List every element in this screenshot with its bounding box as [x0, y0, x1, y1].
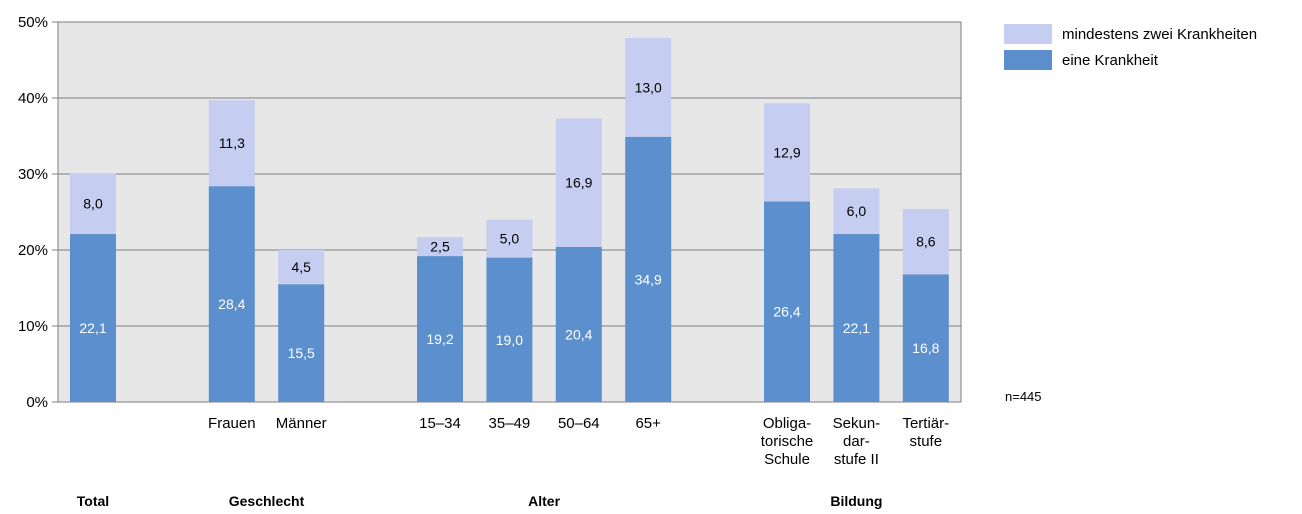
data-label-eine-krankheit: 34,9 [635, 271, 662, 287]
bars: 22,1 8,0 28,4 11,3 15,5 4,5 19,2 2,5 19,0 5,0 20,4… [70, 37, 949, 402]
data-label-eine-krankheit: 22,1 [79, 320, 106, 336]
y-tick-label: 30% [18, 166, 48, 183]
x-category-label: dar- [843, 433, 870, 450]
x-group-label: Total [77, 493, 109, 509]
bar-mindestens-zwei-krankheiten [278, 250, 325, 285]
x-group-label: Alter [528, 493, 560, 509]
data-label-mindestens-zwei: 11,3 [219, 135, 245, 151]
data-label-mindestens-zwei: 13,0 [635, 79, 662, 95]
data-label-eine-krankheit: 16,8 [912, 340, 939, 356]
legend-swatch [1004, 24, 1052, 44]
x-group-label: Geschlecht [229, 493, 305, 509]
y-tick-label: 0% [26, 394, 48, 411]
bar-eine-krankheit [625, 136, 672, 402]
x-category-label: stufe II [834, 451, 879, 468]
bar-eine-krankheit [208, 186, 255, 402]
bar-eine-krankheit [486, 257, 533, 402]
data-label-eine-krankheit: 20,4 [565, 326, 592, 342]
x-category-label: Frauen [208, 415, 256, 432]
data-label-eine-krankheit: 22,1 [843, 320, 870, 336]
bar-eine-krankheit [555, 246, 602, 402]
y-tick-label: 50% [18, 14, 48, 31]
x-category-label: torische [761, 433, 814, 450]
bar-mindestens-zwei-krankheiten [417, 237, 463, 257]
y-tick-label: 10% [18, 318, 48, 335]
data-label-mindestens-zwei: 2,5 [430, 239, 450, 255]
x-category-label: Schule [764, 451, 810, 468]
bar-mindestens-zwei-krankheiten [764, 103, 810, 202]
data-label-mindestens-zwei: 8,6 [916, 234, 936, 250]
bar-mindestens-zwei-krankheiten [486, 219, 533, 258]
y-axis: 0% 10% 20% 30% 40% 50% [18, 14, 58, 411]
data-label-eine-krankheit: 19,0 [496, 332, 523, 348]
y-tick-label: 20% [18, 242, 48, 259]
data-label-eine-krankheit: 19,2 [426, 331, 453, 347]
x-category-label: Männer [276, 415, 327, 432]
bar-eine-krankheit [833, 234, 880, 402]
legend-label: mindestens zwei Krankheiten [1062, 26, 1257, 43]
bar-mindestens-zwei-krankheiten [555, 118, 602, 247]
x-group-label: Bildung [830, 493, 882, 509]
data-label-mindestens-zwei: 5,0 [500, 231, 520, 247]
sample-size-note: n=445 [1005, 389, 1042, 404]
data-label-mindestens-zwei: 6,0 [847, 203, 867, 219]
data-label-eine-krankheit: 28,4 [218, 296, 245, 312]
x-category-label: 50–64 [558, 415, 600, 432]
bar-eine-krankheit [70, 234, 116, 402]
x-category-label: stufe [910, 433, 943, 450]
x-category-label: 35–49 [489, 415, 531, 432]
x-category-label: 15–34 [419, 415, 461, 432]
bar-mindestens-zwei-krankheiten [902, 208, 949, 275]
bar-eine-krankheit [764, 201, 810, 402]
x-category-label: Obliga- [763, 415, 811, 432]
data-label-eine-krankheit: 26,4 [773, 304, 800, 320]
bar-eine-krankheit [278, 284, 325, 402]
bar-eine-krankheit [902, 274, 949, 402]
x-axis: Frauen Männer 15–34 35–49 50–64 65+ Obliga-tor… [77, 415, 949, 509]
bar-mindestens-zwei-krankheiten [208, 100, 255, 187]
data-label-eine-krankheit: 15,5 [288, 345, 315, 361]
x-category-label: 65+ [635, 415, 661, 432]
bar-eine-krankheit [417, 256, 463, 402]
data-label-mindestens-zwei: 4,5 [291, 259, 311, 275]
data-label-mindestens-zwei: 12,9 [773, 144, 800, 160]
data-label-mindestens-zwei: 16,9 [565, 175, 592, 191]
bar-mindestens-zwei-krankheiten [70, 173, 116, 235]
bar-mindestens-zwei-krankheiten [833, 188, 880, 235]
legend-swatch [1004, 50, 1052, 70]
legend-label: eine Krankheit [1062, 52, 1159, 69]
x-category-label: Tertiär- [902, 415, 949, 432]
x-category-label: Sekun- [833, 415, 881, 432]
y-tick-label: 40% [18, 90, 48, 107]
data-label-mindestens-zwei: 8,0 [83, 196, 103, 212]
legend: mindestens zwei Krankheiten eine Krankhei… [1004, 24, 1257, 70]
bar-mindestens-zwei-krankheiten [625, 37, 672, 137]
